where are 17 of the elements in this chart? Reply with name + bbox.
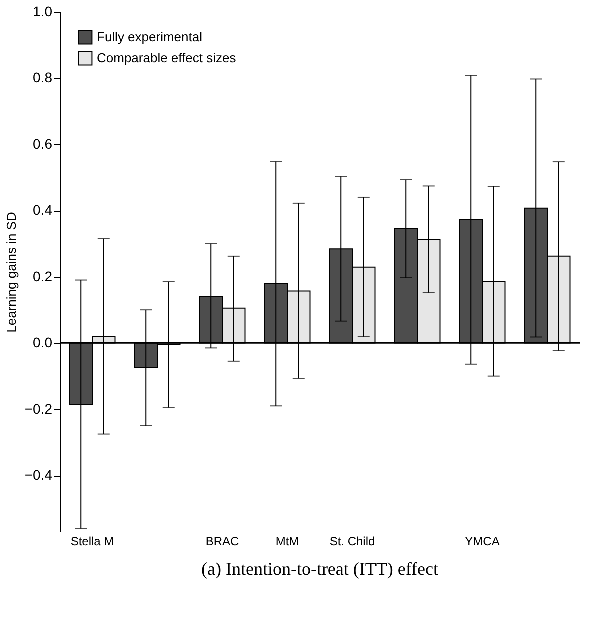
y-tick-label: 0.4 bbox=[33, 202, 53, 218]
legend-label: Fully experimental bbox=[97, 30, 203, 44]
y-tick-label: 0.2 bbox=[33, 268, 53, 284]
y-tick-label: −0.4 bbox=[24, 467, 53, 484]
x-tick-label: YMCA bbox=[465, 534, 500, 548]
y-axis-title: Learning gains in SD bbox=[4, 212, 19, 333]
y-tick-label: −0.2 bbox=[24, 400, 53, 417]
y-tick-label: 0.0 bbox=[33, 334, 53, 351]
y-tick-label: 0.8 bbox=[33, 70, 53, 86]
y-tick-label: 1.0 bbox=[33, 4, 53, 20]
text: (a) Intention-to-treat (ITT) effect bbox=[201, 559, 439, 579]
x-tick-label: St. Child bbox=[330, 534, 376, 548]
x-tick-label: BRAC bbox=[206, 534, 240, 548]
x-tick-label: MtM bbox=[276, 534, 300, 548]
x-tick-label: Stella M bbox=[70, 534, 114, 548]
legend-label: Comparable effect sizes bbox=[97, 50, 237, 66]
y-tick-label: 0.6 bbox=[33, 136, 53, 152]
